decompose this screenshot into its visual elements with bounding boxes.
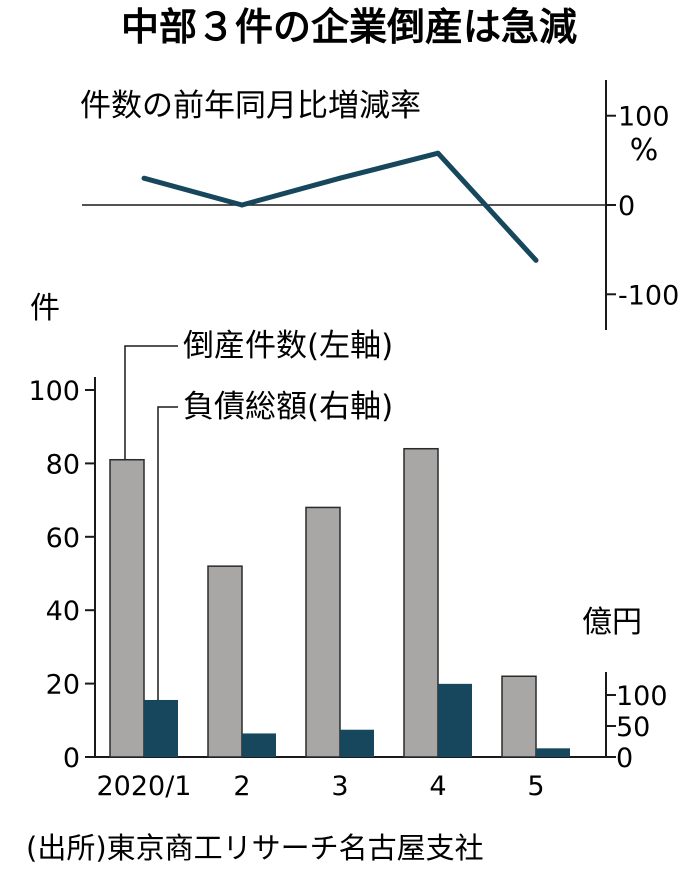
left-y-tick-label: 20 xyxy=(46,670,80,701)
line-point xyxy=(337,175,343,181)
bar-count xyxy=(109,458,145,758)
line-point xyxy=(533,257,539,263)
x-tick-label: 2 xyxy=(233,771,250,802)
line-chart-title: 件数の前年同月比増減率 xyxy=(80,88,421,124)
line-y-tick-label: 100 xyxy=(618,102,670,133)
left-y-tick-label: 40 xyxy=(46,596,80,627)
bar-count xyxy=(501,675,537,758)
right-y-tick-label: 100 xyxy=(616,681,668,712)
chart-title: 中部３件の企業倒産は急減 xyxy=(121,5,577,49)
right-axis-unit: 億円 xyxy=(582,605,642,640)
legend-label-count: 倒産件数(左軸) xyxy=(183,328,393,364)
line-series xyxy=(143,150,538,263)
bar-count xyxy=(403,447,439,758)
legend-callouts: 倒産件数(左軸) 負債総額(右軸) xyxy=(124,328,393,700)
bar-debt xyxy=(242,733,276,757)
source-note: (出所)東京商工リサーチ名古屋支社 xyxy=(26,831,484,865)
legend-callout-line-count xyxy=(124,345,178,460)
bar-count xyxy=(207,565,243,758)
x-tick-label: 5 xyxy=(527,771,544,802)
right-y-tick-label: 0 xyxy=(616,743,633,774)
line-y-tick-label: -100 xyxy=(618,280,679,311)
x-tick-label: 2020/1 xyxy=(97,771,192,802)
left-y-tick-label: 100 xyxy=(28,376,80,407)
right-y-tick-label: 50 xyxy=(616,712,650,743)
legend-label-debt: 負債総額(右軸) xyxy=(183,389,393,425)
left-axis-unit: 件 xyxy=(30,291,60,326)
bar-debt xyxy=(340,729,374,757)
line-y-tick-label: 0 xyxy=(618,191,635,222)
line-point xyxy=(141,175,147,181)
x-tick-label: 4 xyxy=(429,771,446,802)
bar-debt xyxy=(144,699,178,757)
legend-callout-line-debt xyxy=(157,406,178,700)
left-y-tick-label: 0 xyxy=(63,743,80,774)
left-y-tick-label: 80 xyxy=(46,449,80,480)
left-y-tick-label: 60 xyxy=(46,523,80,554)
line-point xyxy=(435,150,441,156)
bar-count xyxy=(305,506,341,758)
x-tick-label: 3 xyxy=(331,771,348,802)
line-chart: 件数の前年同月比増減率 100 0 -100 % xyxy=(80,80,679,330)
line-y-unit: % xyxy=(630,133,659,168)
bar-debt xyxy=(438,683,472,757)
bar-debt xyxy=(536,748,570,757)
line-point xyxy=(239,202,245,208)
